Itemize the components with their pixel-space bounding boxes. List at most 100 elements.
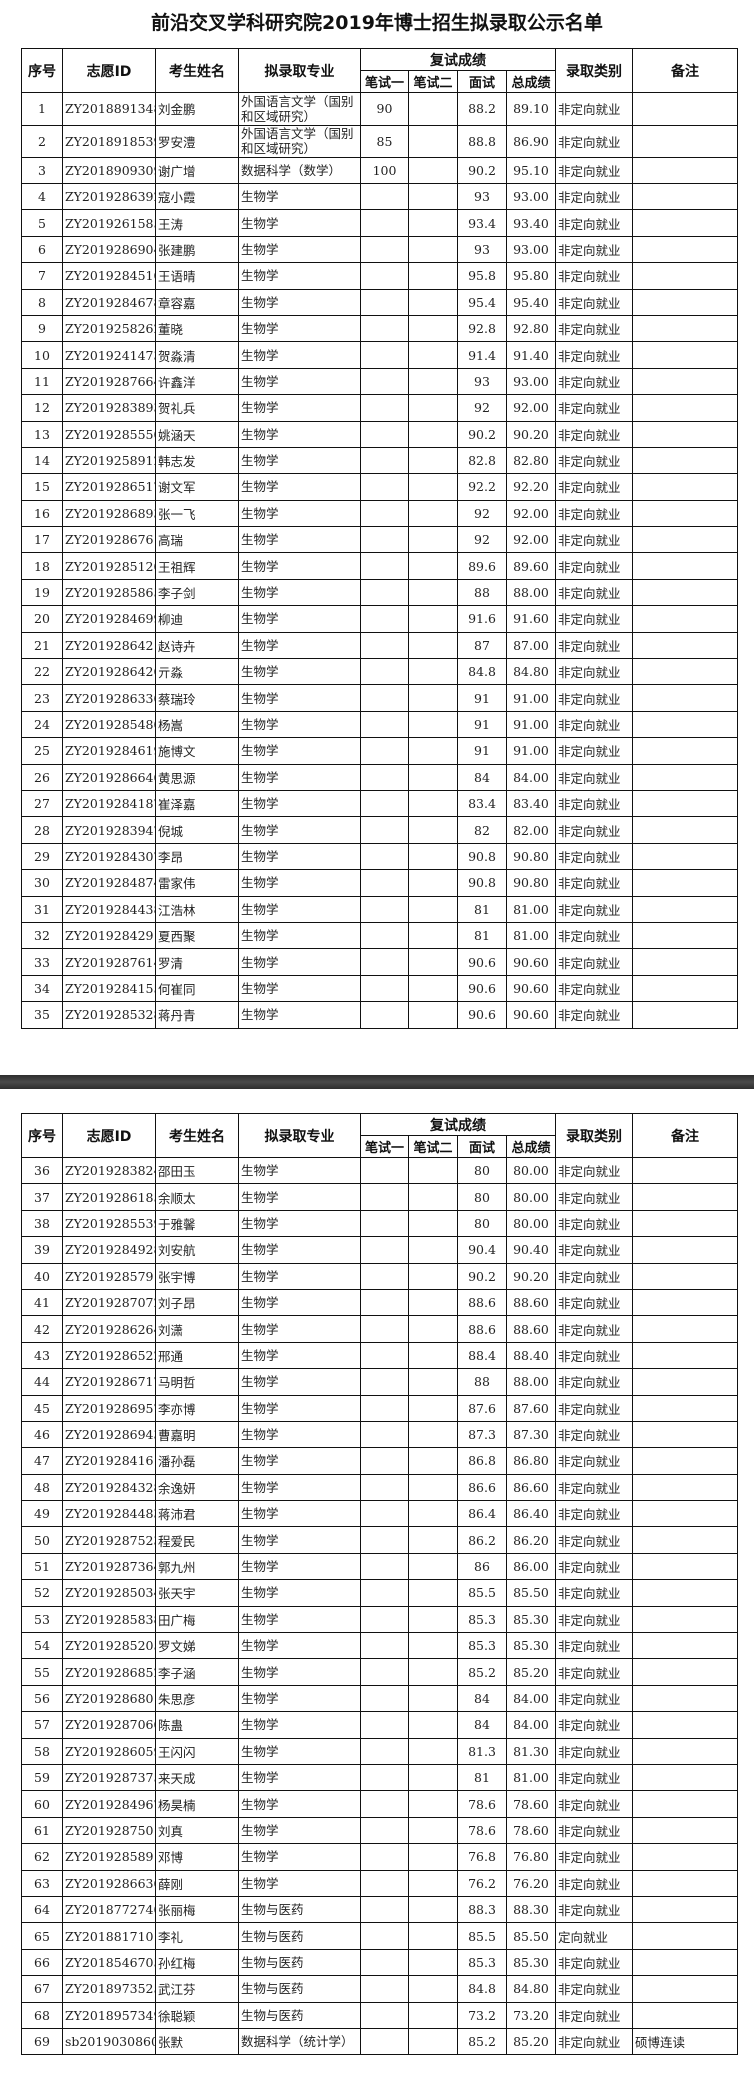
cell-id: ZY2019286392 bbox=[62, 182, 156, 211]
cell-total: 84.00 bbox=[506, 1684, 556, 1713]
cell-id: ZY2019286330 bbox=[62, 684, 156, 712]
cell-name: 于雅馨 bbox=[155, 1209, 239, 1238]
cell-w2 bbox=[408, 1922, 458, 1950]
cell-id: ZY2019258912 bbox=[62, 446, 156, 475]
cell-interview: 81 bbox=[457, 1763, 507, 1792]
cell-interview: 85.2 bbox=[457, 1658, 507, 1686]
cell-w1 bbox=[360, 1684, 409, 1713]
cell-w1 bbox=[360, 1420, 409, 1449]
cell-no: 51 bbox=[21, 1552, 63, 1581]
header-name: 考生姓名 bbox=[155, 48, 239, 93]
cell-note bbox=[632, 658, 738, 686]
cell-id: ZY2019286801 bbox=[62, 1684, 156, 1713]
cell-type: 非定向就业 bbox=[555, 209, 633, 237]
cell-major: 生物学 bbox=[238, 658, 361, 686]
cell-interview: 82.8 bbox=[457, 446, 507, 475]
cell-no: 62 bbox=[21, 1843, 63, 1871]
cell-name: 刘潇 bbox=[155, 1315, 239, 1343]
cell-major: 生物学 bbox=[238, 1816, 361, 1845]
cell-name: 王祖辉 bbox=[155, 552, 239, 580]
table-row: 60 ZY2019284967 杨昊楠 生物学 78.6 78.60 非定向就业 bbox=[21, 1790, 738, 1818]
cell-w2 bbox=[408, 262, 458, 290]
cell-no: 61 bbox=[21, 1816, 63, 1845]
table-row: 52 ZY2019285034 张天宇 生物学 85.5 85.50 非定向就业 bbox=[21, 1579, 738, 1607]
table-row: 7 ZY2019284516 王语晴 生物学 95.8 95.80 非定向就业 bbox=[21, 262, 738, 290]
table-row: 67 ZY2018973525 武江芬 生物与医药 84.8 84.80 非定向就业 bbox=[21, 1975, 738, 2003]
table-row: 20 ZY2019284699 柳迪 生物学 91.6 91.60 非定向就业 bbox=[21, 605, 738, 633]
cell-no: 6 bbox=[21, 235, 63, 264]
cell-name: 邢通 bbox=[155, 1341, 239, 1370]
cell-name: 王闪闪 bbox=[155, 1737, 239, 1765]
cell-major: 生物学 bbox=[238, 262, 361, 290]
cell-w2 bbox=[408, 789, 458, 818]
cell-major: 生物学 bbox=[238, 921, 361, 950]
cell-note bbox=[632, 710, 738, 739]
cell-major: 数据科学（统计学） bbox=[238, 2027, 361, 2056]
cell-total: 90.60 bbox=[506, 974, 556, 1003]
cell-w1 bbox=[360, 1579, 409, 1607]
cell-name: 雷家伟 bbox=[155, 869, 239, 897]
cell-note bbox=[632, 1922, 738, 1950]
cell-name: 蒋丹青 bbox=[155, 1001, 239, 1029]
cell-no: 52 bbox=[21, 1579, 63, 1607]
cell-type: 非定向就业 bbox=[555, 1975, 633, 2003]
cell-type: 非定向就业 bbox=[555, 1684, 633, 1713]
cell-major: 生物与医药 bbox=[238, 1895, 361, 1924]
cell-w1 bbox=[360, 578, 409, 607]
cell-w1 bbox=[360, 394, 409, 422]
cell-w2 bbox=[408, 1315, 458, 1343]
cell-no: 69 bbox=[21, 2027, 63, 2056]
header-written1: 笔试一 bbox=[360, 70, 409, 93]
cell-w2 bbox=[408, 1288, 458, 1317]
cell-major: 生物与医药 bbox=[238, 1922, 361, 1950]
cell-note bbox=[632, 737, 738, 765]
cell-no: 50 bbox=[21, 1526, 63, 1554]
cell-interview: 95.8 bbox=[457, 262, 507, 290]
cell-total: 95.10 bbox=[506, 157, 556, 184]
cell-note bbox=[632, 763, 738, 791]
cell-type: 非定向就业 bbox=[555, 737, 633, 765]
cell-w2 bbox=[408, 842, 458, 871]
cell-w2 bbox=[408, 552, 458, 580]
table-row: 37 ZY2019286185 余顺太 生物学 80 80.00 非定向就业 bbox=[21, 1183, 738, 1211]
cell-name: 张天宇 bbox=[155, 1579, 239, 1607]
cell-interview: 82 bbox=[457, 816, 507, 844]
cell-w1 bbox=[360, 710, 409, 739]
cell-note bbox=[632, 816, 738, 844]
header-type: 录取类别 bbox=[555, 48, 633, 93]
cell-type: 非定向就业 bbox=[555, 394, 633, 422]
cell-type: 非定向就业 bbox=[555, 1658, 633, 1686]
cell-note bbox=[632, 420, 738, 448]
cell-w2 bbox=[408, 446, 458, 475]
header-retest: 复试成绩 bbox=[360, 1113, 556, 1136]
cell-id: ZY2019284438 bbox=[62, 895, 156, 923]
cell-interview: 93.4 bbox=[457, 209, 507, 237]
cell-no: 13 bbox=[21, 420, 63, 448]
table-row: 58 ZY2019286059 王闪闪 生物学 81.3 81.30 非定向就业 bbox=[21, 1737, 738, 1765]
cell-total: 90.40 bbox=[506, 1236, 556, 1264]
cell-w2 bbox=[408, 1420, 458, 1449]
cell-no: 55 bbox=[21, 1658, 63, 1686]
cell-id: ZY2019286426 bbox=[62, 658, 156, 686]
table-row: 54 ZY2019285205 罗文娣 生物学 85.3 85.30 非定向就业 bbox=[21, 1632, 738, 1660]
cell-interview: 88.4 bbox=[457, 1341, 507, 1370]
cell-id: ZY2019286893 bbox=[62, 499, 156, 528]
cell-w2 bbox=[408, 1579, 458, 1607]
cell-total: 81.00 bbox=[506, 1763, 556, 1792]
cell-name: 李亦博 bbox=[155, 1394, 239, 1422]
cell-w2 bbox=[408, 367, 458, 396]
cell-type: 非定向就业 bbox=[555, 1156, 633, 1185]
cell-w2 bbox=[408, 1209, 458, 1238]
cell-major: 生物学 bbox=[238, 1711, 361, 1739]
cell-w1 bbox=[360, 895, 409, 923]
cell-interview: 78.6 bbox=[457, 1816, 507, 1845]
cell-w2 bbox=[408, 1816, 458, 1845]
cell-major: 生物学 bbox=[238, 1526, 361, 1554]
cell-w2 bbox=[408, 710, 458, 739]
cell-type: 非定向就业 bbox=[555, 1368, 633, 1396]
cell-id: ZY2019284874 bbox=[62, 869, 156, 897]
cell-no: 37 bbox=[21, 1183, 63, 1211]
cell-total: 90.80 bbox=[506, 869, 556, 897]
table-row: 32 ZY2019284291 夏西聚 生物学 81 81.00 非定向就业 bbox=[21, 921, 738, 950]
table-row: 4 ZY2019286392 寇小霞 生物学 93 93.00 非定向就业 bbox=[21, 182, 738, 211]
